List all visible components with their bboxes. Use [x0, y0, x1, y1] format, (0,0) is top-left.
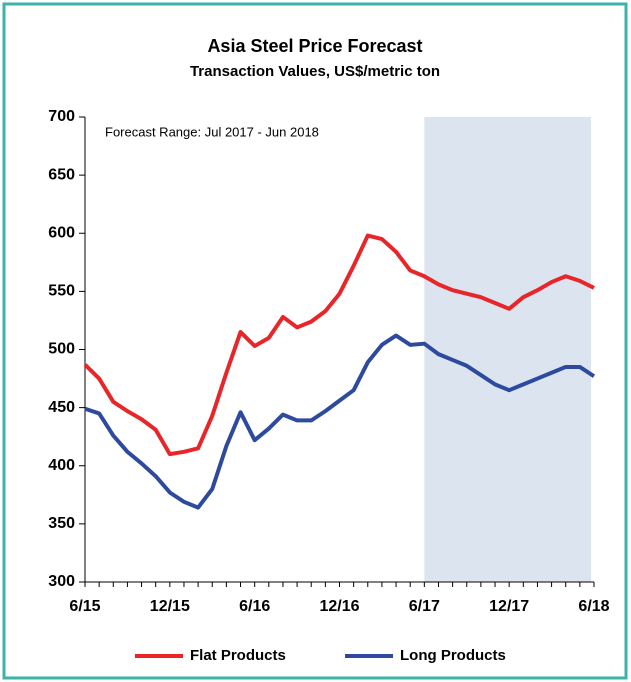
y-tick-label: 400 [48, 457, 75, 474]
legend-label: Flat Products [190, 647, 286, 664]
y-tick-label: 650 [48, 166, 75, 183]
y-tick-label: 700 [48, 108, 75, 125]
forecast-shade [424, 117, 591, 582]
x-tick-label: 6/16 [239, 598, 270, 615]
y-tick-label: 600 [48, 224, 75, 241]
series-line [84, 333, 596, 510]
x-tick-label: 6/18 [578, 598, 609, 615]
x-tick-label: 6/17 [409, 598, 440, 615]
y-tick-label: 300 [48, 573, 75, 590]
y-tick-label: 550 [48, 283, 75, 300]
x-tick-label: 12/16 [319, 598, 359, 615]
y-tick-label: 500 [48, 341, 75, 358]
chart-title: Asia Steel Price Forecast [207, 36, 422, 56]
chart-subtitle: Transaction Values, US$/metric ton [190, 63, 440, 80]
legend-label: Long Products [400, 647, 506, 664]
y-tick-label: 350 [48, 515, 75, 532]
annotation: Forecast Range: Jul 2017 - Jun 2018 [105, 124, 319, 139]
x-tick-label: 6/15 [69, 598, 100, 615]
x-tick-label: 12/15 [150, 598, 190, 615]
series-line [83, 233, 595, 457]
y-tick-label: 450 [48, 399, 75, 416]
x-tick-label: 12/17 [489, 598, 529, 615]
